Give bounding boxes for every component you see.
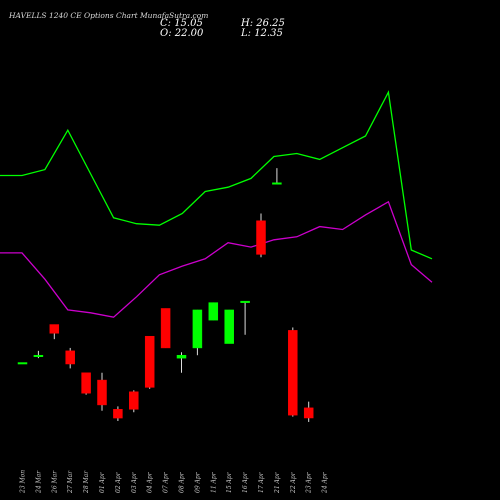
x-tick-label: 11 Apr xyxy=(210,471,217,493)
candle-body xyxy=(240,300,250,303)
candle-body xyxy=(160,308,171,349)
candle-body xyxy=(144,335,155,388)
x-tick-label: 23 Apr xyxy=(306,471,313,494)
lower-band-line xyxy=(0,200,433,318)
x-tick-label: 21 Apr xyxy=(274,471,281,494)
x-tick-label: 04 Apr xyxy=(147,471,154,493)
candle-body xyxy=(256,220,266,255)
candle-body xyxy=(17,362,28,365)
candle-body xyxy=(81,372,91,394)
candle-body xyxy=(176,354,187,359)
candle-body xyxy=(97,379,107,406)
candle-body xyxy=(49,324,60,334)
candle-body xyxy=(65,350,75,365)
candle-body xyxy=(224,309,234,344)
candle-body xyxy=(208,302,219,321)
open-value: O: 22.00 xyxy=(160,28,204,39)
x-tick-label: 24 Apr xyxy=(322,471,329,494)
x-tick-label: 16 Apr xyxy=(242,471,249,493)
candle-body xyxy=(272,182,282,185)
upper-band-line xyxy=(0,90,433,260)
x-tick-label: 09 Apr xyxy=(194,471,201,493)
x-tick-label: 24 Mar xyxy=(35,470,42,494)
candle-body xyxy=(303,407,314,419)
x-tick-label: 02 Apr xyxy=(115,471,122,493)
x-tick-label: 28 Mar xyxy=(83,470,90,494)
close-value: C: 15.05 xyxy=(160,18,203,29)
candle-body xyxy=(288,330,298,416)
x-tick-label: 17 Apr xyxy=(258,471,265,493)
candle-body xyxy=(192,309,203,349)
x-tick-label: 27 Mar xyxy=(67,470,74,494)
candle-body xyxy=(33,354,44,357)
x-tick-label: 23 Mon xyxy=(20,470,27,494)
x-tick-label: 22 Apr xyxy=(290,471,297,494)
x-tick-label: 08 Apr xyxy=(179,471,186,493)
x-tick-label: 15 Apr xyxy=(226,471,233,493)
low-value: L: 12.35 xyxy=(241,28,283,39)
chart-title: HAVELLS 1240 CE Options Chart MunafaSutr… xyxy=(9,11,209,20)
high-value: H: 26.25 xyxy=(241,18,285,29)
x-tick-label: 07 Apr xyxy=(163,471,170,493)
x-tick-label: 26 Mar xyxy=(51,470,58,494)
x-tick-label: 03 Apr xyxy=(131,471,138,493)
candle-body xyxy=(129,391,139,410)
candle-body xyxy=(113,409,123,419)
x-tick-label: 01 Apr xyxy=(99,471,106,493)
